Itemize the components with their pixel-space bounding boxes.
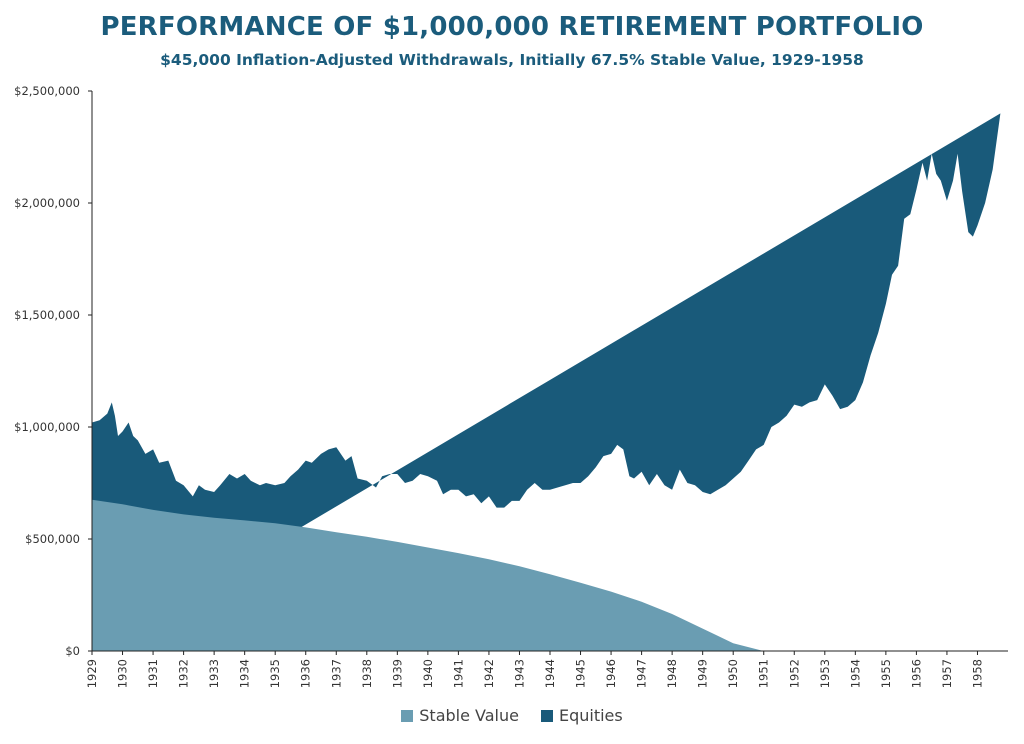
legend-item-equities: Equities	[540, 706, 623, 725]
y-tick-label: $0	[65, 644, 80, 658]
x-tick-label: 1941	[451, 659, 465, 688]
x-tick-label: 1931	[146, 659, 160, 688]
legend-label-stable-value: Stable Value	[419, 706, 519, 725]
y-tick-label: $2,000,000	[14, 196, 80, 210]
chart-title: PERFORMANCE OF $1,000,000 RETIREMENT POR…	[100, 12, 924, 42]
x-tick-label: 1951	[757, 659, 771, 688]
series-area-stable-value	[92, 499, 1008, 651]
x-tick-label: 1940	[421, 659, 435, 688]
x-tick-label: 1932	[177, 659, 191, 688]
x-tick-label: 1933	[207, 659, 221, 688]
y-tick-label: $2,500,000	[14, 84, 80, 98]
x-tick-label: 1952	[787, 659, 801, 688]
x-tick-label: 1930	[116, 659, 130, 688]
legend-label-equities: Equities	[558, 706, 623, 725]
x-tick-label: 1946	[604, 659, 618, 688]
x-tick-label: 1957	[940, 659, 954, 688]
x-tick-label: 1956	[909, 659, 923, 688]
x-tick-label: 1954	[848, 659, 862, 688]
x-tick-label: 1936	[299, 659, 313, 688]
series-area-equities	[92, 113, 1001, 651]
x-tick-label: 1958	[970, 659, 984, 688]
legend-swatch-equities	[540, 709, 553, 722]
y-tick-label: $1,000,000	[14, 420, 80, 434]
x-tick-label: 1937	[329, 659, 343, 688]
x-tick-label: 1935	[268, 659, 282, 688]
x-tick-label: 1942	[482, 659, 496, 688]
x-tick-label: 1945	[574, 659, 588, 688]
x-tick-label: 1947	[635, 659, 649, 688]
x-tick-label: 1949	[696, 659, 710, 688]
chart-legend: Stable Value Equities	[0, 706, 1024, 725]
chart-subtitle: $45,000 Inflation-Adjusted Withdrawals, …	[160, 51, 864, 69]
x-tick-label: 1948	[665, 659, 679, 688]
chart-plot: $0 $500,000 $1,000,000 $1,500,000 $2,000,000…	[14, 84, 1008, 688]
legend-item-stable-value: Stable Value	[401, 706, 519, 725]
x-tick-label: 1934	[238, 659, 252, 688]
y-tick-label: $1,500,000	[14, 308, 80, 322]
x-tick-label: 1944	[543, 659, 557, 688]
x-tick-label: 1955	[879, 659, 893, 688]
x-tick-label: 1929	[85, 659, 99, 688]
x-tick-label: 1953	[818, 659, 832, 688]
x-tick-label: 1939	[390, 659, 404, 688]
x-tick-label: 1950	[726, 659, 740, 688]
x-tick-label: 1943	[512, 659, 526, 688]
x-tick-label: 1938	[360, 659, 374, 688]
legend-swatch-stable-value	[401, 709, 414, 722]
y-tick-label: $500,000	[25, 532, 80, 546]
